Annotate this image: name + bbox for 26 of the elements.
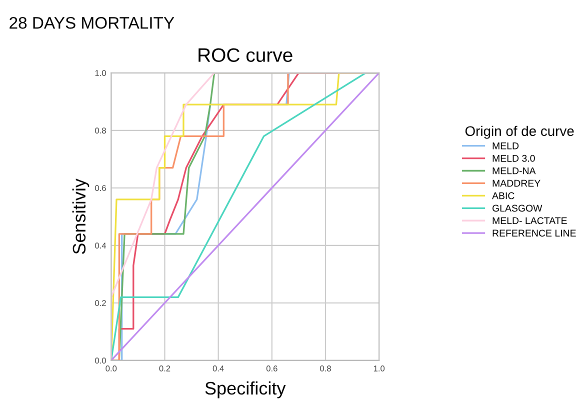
x-axis-title: Specificity bbox=[205, 381, 286, 398]
legend-label: MELD-NA bbox=[492, 167, 536, 174]
x-tick-label: 1.0 bbox=[374, 366, 385, 372]
y-tick-label: 1.0 bbox=[95, 70, 106, 76]
x-tick-label: 0.2 bbox=[159, 366, 170, 372]
line-series bbox=[111, 72, 380, 360]
legend-label: ABIC bbox=[492, 192, 514, 200]
legend-label: MELD- LACTATE bbox=[492, 217, 567, 224]
y-tick-label: 0.2 bbox=[95, 300, 106, 306]
x-tick-label: 0.8 bbox=[320, 366, 331, 372]
x-tick-label: 0.0 bbox=[106, 366, 117, 372]
legend-title: Origin of de curve bbox=[465, 126, 574, 139]
y-axis-title: Sensitiviy bbox=[72, 178, 90, 254]
chart-subtitle: ROC curve bbox=[198, 48, 292, 62]
y-tick-label: 0.4 bbox=[95, 242, 106, 249]
x-tick-label: 0.4 bbox=[212, 366, 224, 372]
y-tick-label: 0.8 bbox=[95, 128, 106, 134]
legend-label: REFERENCE LINE bbox=[492, 230, 576, 237]
y-tick-label: 0.6 bbox=[95, 185, 106, 192]
legend-label: MELD 3.0 bbox=[492, 154, 535, 162]
y-tick-label: 0.0 bbox=[95, 358, 106, 364]
x-tick-label: 0.6 bbox=[266, 366, 278, 372]
legend-label: MELD bbox=[492, 142, 519, 150]
legend-label: GLASGOW bbox=[492, 204, 542, 212]
chart-title: 28 DAYS MORTALITY bbox=[10, 16, 174, 29]
legend-label: MADDREY bbox=[492, 180, 540, 187]
